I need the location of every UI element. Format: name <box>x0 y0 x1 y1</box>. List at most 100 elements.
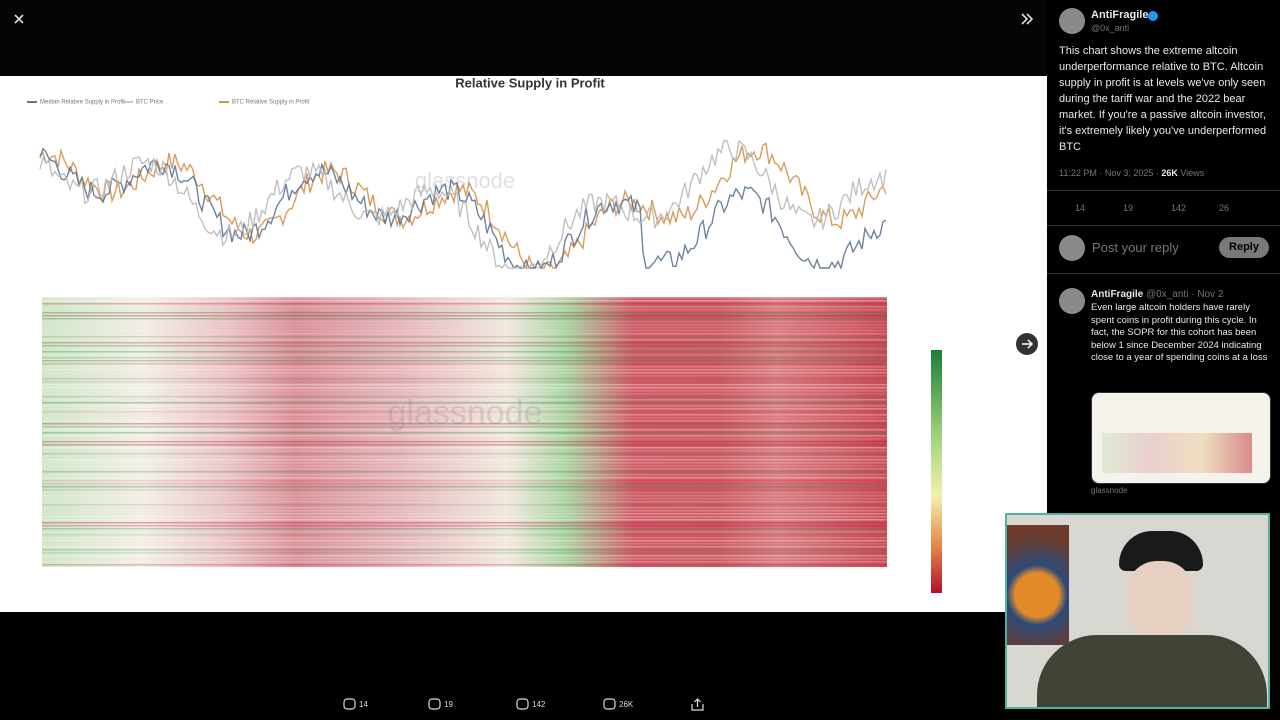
expand-button[interactable] <box>1021 13 1034 25</box>
verified-badge <box>1148 11 1158 21</box>
heatmap-stripe <box>42 459 887 461</box>
action-count: 142 <box>532 700 546 709</box>
heatmap-stripe <box>42 336 887 338</box>
heatmap-stripe <box>42 501 887 503</box>
heatmap-stripe <box>42 462 887 464</box>
heatmap-stripe <box>42 438 887 440</box>
heatmap-stripe <box>42 504 887 506</box>
heatmap-stripe <box>42 468 887 470</box>
heatmap-stripe <box>42 546 887 548</box>
heatmap-stripe <box>42 456 887 458</box>
heatmap-stripe <box>42 417 887 419</box>
reply-input[interactable]: Post your reply <box>1092 240 1179 255</box>
heatmap-stripe <box>42 306 887 308</box>
author[interactable]: AntiFragile <box>1091 9 1149 21</box>
heatmap-stripe <box>42 390 887 392</box>
heatmap-stripe <box>42 393 887 395</box>
stat-count[interactable]: 142 <box>1171 203 1187 213</box>
heatmap-stripe <box>42 321 887 323</box>
close-button[interactable] <box>14 14 24 24</box>
top-bar <box>0 0 1047 76</box>
heatmap-stripe <box>42 534 887 536</box>
heatmap-stripe <box>42 447 887 449</box>
heatmap-stripe <box>42 474 887 476</box>
watermark: glassnode <box>387 394 542 432</box>
media-viewer: Relative Supply in Profit Median Relativ… <box>0 0 1047 711</box>
heatmap-stripe <box>42 453 887 455</box>
heatmap-stripe <box>42 561 887 563</box>
heatmap-stripe <box>42 495 887 497</box>
heatmap-stripe <box>42 300 887 302</box>
heatmap-stripe <box>42 423 887 425</box>
heatmap-stripe <box>42 528 887 530</box>
heatmap-stripe <box>42 402 887 404</box>
reply-date: Nov 2 <box>1197 289 1224 300</box>
heatmap-stripe <box>42 411 887 413</box>
heatmap-stripe <box>42 414 887 416</box>
heatmap-stripe <box>42 498 887 500</box>
heatmap-stripe <box>42 408 887 410</box>
heatmap-stripe <box>42 480 887 482</box>
heatmap-stripe <box>42 420 887 422</box>
stat-count[interactable]: 14 <box>1075 203 1086 213</box>
heatmap-stripe <box>42 354 887 356</box>
legend-label: BTC Relative Supply in Profit <box>232 100 310 106</box>
legend-label: Median Relative Supply in Profit <box>40 100 125 106</box>
divider <box>1047 273 1280 274</box>
action-icon <box>603 698 616 710</box>
author[interactable]: AntiFragile <box>1091 289 1144 300</box>
heatmap-stripe <box>42 441 887 443</box>
handle[interactable]: @0x_anti <box>1146 289 1189 300</box>
heatmap-stripe <box>42 297 887 299</box>
handle[interactable]: @0x_anti <box>1091 23 1130 33</box>
bitcoin-art <box>1007 525 1069 645</box>
heatmap-stripe <box>42 303 887 305</box>
reply-image[interactable] <box>1091 392 1271 484</box>
heatmap-stripe <box>42 312 887 314</box>
action-count: 14 <box>359 700 368 709</box>
stat-count[interactable]: 19 <box>1123 203 1134 213</box>
heatmap-stripe <box>42 360 887 362</box>
heatmap-stripe <box>42 351 887 353</box>
legend-label: BTC Price <box>136 100 164 106</box>
reply-header: AntiFragile @0x_anti · Nov 2 <box>1091 289 1224 300</box>
heatmap-stripe <box>42 333 887 335</box>
heatmap-stripe <box>42 342 887 344</box>
shirt <box>1037 635 1267 707</box>
heatmap-stripe <box>42 483 887 485</box>
post-meta: 11:22 PM · Nov 3, 2025 · 26K Views <box>1059 168 1205 178</box>
post-time: 11:22 PM · Nov 3, 2025 <box>1059 168 1154 178</box>
price-trace <box>39 142 887 271</box>
avatar[interactable] <box>1059 8 1085 34</box>
action-icon <box>428 698 441 710</box>
reply-button[interactable]: Reply <box>1219 237 1269 258</box>
heatmap-stripe <box>42 375 887 377</box>
action-count: 19 <box>444 700 453 709</box>
avatar[interactable] <box>1059 288 1085 314</box>
heatmap-stripe <box>42 465 887 467</box>
heatmap-stripe <box>42 552 887 554</box>
heatmap-stripe <box>42 309 887 311</box>
stat-count[interactable]: 26 <box>1219 203 1230 213</box>
heatmap-stripe <box>42 369 887 371</box>
view-count: 26K <box>1161 168 1178 178</box>
heatmap-stripe <box>42 471 887 473</box>
watermark: glassnode <box>415 168 515 193</box>
price-trace <box>39 139 887 270</box>
heatmap-stripe <box>42 324 887 326</box>
heatmap-stripe <box>42 525 887 527</box>
chart-title: Relative Supply in Profit <box>455 75 605 90</box>
heatmap-stripe <box>42 432 887 434</box>
heatmap-stripe <box>42 318 887 320</box>
action-icon <box>516 698 529 710</box>
heatmap-stripe <box>42 396 887 398</box>
share-icon <box>691 698 704 711</box>
heatmap-stripe <box>42 537 887 539</box>
heatmap-stripe <box>42 339 887 341</box>
heatmap-stripe <box>42 387 887 389</box>
next-icon <box>1022 339 1034 349</box>
heatmap-stripe <box>42 366 887 368</box>
price-trace <box>39 147 887 271</box>
face <box>1127 561 1193 639</box>
